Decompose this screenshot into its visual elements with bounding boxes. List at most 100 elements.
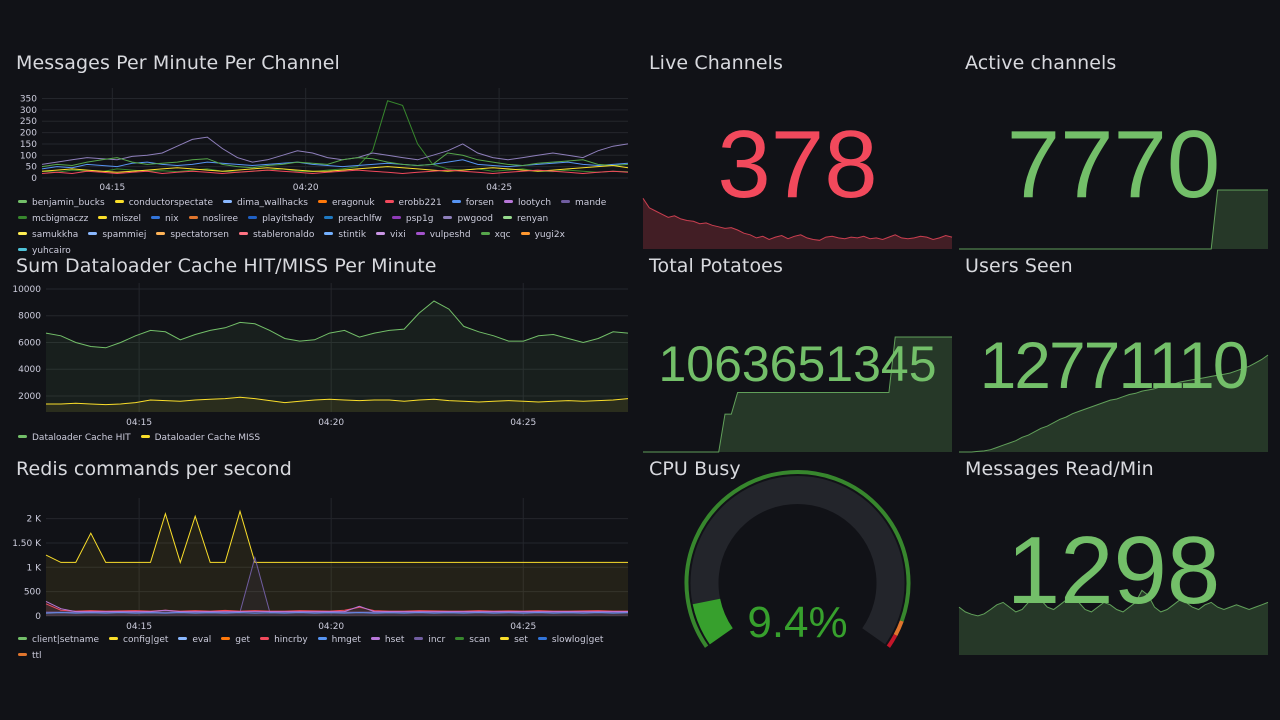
legend-label: client|setname (32, 635, 99, 645)
legend-swatch (324, 216, 333, 219)
series-line (42, 137, 628, 164)
legend-item[interactable]: hincrby (260, 632, 308, 648)
x-tick-label: 04:25 (510, 622, 536, 632)
legend-item[interactable]: hset (371, 632, 404, 648)
legend-swatch (414, 637, 423, 640)
series-area (46, 301, 628, 412)
legend-item[interactable]: samukkha (18, 227, 78, 243)
legend-label: forsen (466, 198, 494, 208)
y-tick-label: 150 (20, 140, 37, 150)
y-tick-label: 350 (20, 95, 37, 105)
legend-label: mcbigmaczz (32, 214, 88, 224)
legend-item[interactable]: nix (151, 211, 179, 227)
legend-swatch (538, 637, 547, 640)
legend-item[interactable]: mcbigmaczz (18, 211, 88, 227)
legend-swatch (318, 200, 327, 203)
legend-label: slowlog|get (552, 635, 604, 645)
redis-panel: Redis commands per second 0 500 1 K 1.50 K2… (16, 458, 631, 653)
legend-item[interactable]: miszel (98, 211, 141, 227)
legend-item[interactable]: get (221, 632, 250, 648)
y-tick-label: 1.50 K (12, 539, 42, 549)
messages-legend: benjamin_bucks conductorspectate dima_wall… (18, 195, 628, 259)
x-tick-label: 04:15 (99, 183, 125, 193)
legend-item[interactable]: spectatorsen (156, 227, 229, 243)
legend-swatch (385, 200, 394, 203)
legend-item[interactable]: Dataloader Cache MISS (141, 430, 261, 446)
dataloader-chart[interactable]: 2000 4000 6000 8000 10000 04:15 04:20 04:25 (16, 255, 631, 430)
series-area (46, 511, 628, 616)
legend-swatch (18, 248, 27, 251)
legend-label: psp1g (406, 214, 434, 224)
live-channels-value: 378 (643, 110, 952, 220)
legend-swatch (178, 637, 187, 640)
legend-item[interactable]: erobb221 (385, 195, 442, 211)
legend-label: miszel (112, 214, 141, 224)
legend-swatch (260, 637, 269, 640)
legend-item[interactable]: forsen (452, 195, 494, 211)
legend-swatch (98, 216, 107, 219)
legend-label: hincrby (274, 635, 308, 645)
legend-item[interactable]: conductorspectate (115, 195, 213, 211)
legend-swatch (318, 637, 327, 640)
legend-item[interactable]: vulpeshd (416, 227, 471, 243)
legend-item[interactable]: scan (455, 632, 490, 648)
legend-swatch (18, 637, 27, 640)
y-tick-label: 300 (20, 106, 37, 116)
y-tick-label: 10000 (12, 285, 41, 295)
legend-item[interactable]: stableronaldo (239, 227, 314, 243)
y-tick-label: 2000 (18, 392, 41, 402)
legend-swatch (88, 232, 97, 235)
legend-label: scan (469, 635, 490, 645)
legend-item[interactable]: stintik (324, 227, 366, 243)
legend-item[interactable]: dima_wallhacks (223, 195, 308, 211)
legend-item[interactable]: Dataloader Cache HIT (18, 430, 131, 446)
legend-swatch (18, 216, 27, 219)
legend-swatch (500, 637, 509, 640)
active-channels-value: 7770 (959, 110, 1268, 220)
legend-label: incr (428, 635, 445, 645)
legend-label: Dataloader Cache MISS (155, 433, 261, 443)
legend-item[interactable]: benjamin_bucks (18, 195, 105, 211)
legend-item[interactable]: vixi (376, 227, 406, 243)
x-tick-label: 04:15 (126, 418, 152, 428)
x-tick-label: 04:25 (510, 418, 536, 428)
legend-item[interactable]: pwgood (443, 211, 493, 227)
legend-item[interactable]: psp1g (392, 211, 434, 227)
users-seen-panel: Users Seen 12771110 (959, 255, 1268, 452)
active-channels-panel: Active channels 7770 (959, 52, 1268, 249)
legend-item[interactable]: slowlog|get (538, 632, 604, 648)
legend-item[interactable]: client|setname (18, 632, 99, 648)
legend-swatch (18, 200, 27, 203)
cpu-busy-value: 9.4% (643, 598, 952, 648)
legend-item[interactable]: incr (414, 632, 445, 648)
legend-swatch (18, 435, 27, 438)
y-tick-label: 8000 (18, 312, 41, 322)
legend-item[interactable]: lootych (504, 195, 551, 211)
legend-label: mande (575, 198, 606, 208)
legend-item[interactable]: preachlfw (324, 211, 382, 227)
legend-item[interactable]: config|get (109, 632, 168, 648)
legend-item[interactable]: playitshady (248, 211, 314, 227)
legend-label: spammiej (102, 230, 146, 240)
legend-label: yugi2x (535, 230, 565, 240)
legend-item[interactable]: renyan (503, 211, 548, 227)
y-tick-label: 4000 (18, 365, 41, 375)
legend-item[interactable]: hmget (318, 632, 361, 648)
legend-item[interactable]: eval (178, 632, 211, 648)
legend-item[interactable]: xqc (481, 227, 511, 243)
redis-chart[interactable]: 0 500 1 K 1.50 K 2 K 04:15 04:20 04:25 (16, 458, 631, 633)
legend-item[interactable]: mande (561, 195, 606, 211)
legend-item[interactable]: set (500, 632, 528, 648)
total-potatoes-panel: Total Potatoes 1063651345 (643, 255, 952, 452)
legend-item[interactable]: spammiej (88, 227, 146, 243)
legend-label: playitshady (262, 214, 314, 224)
legend-item[interactable]: nosliree (189, 211, 238, 227)
legend-item[interactable]: yugi2x (521, 227, 565, 243)
legend-swatch (223, 200, 232, 203)
y-tick-label: 0 (35, 612, 41, 622)
legend-swatch (189, 216, 198, 219)
x-tick-label: 04:25 (486, 183, 512, 193)
legend-item[interactable]: eragonuk (318, 195, 375, 211)
legend-item[interactable]: ttl (18, 648, 42, 664)
